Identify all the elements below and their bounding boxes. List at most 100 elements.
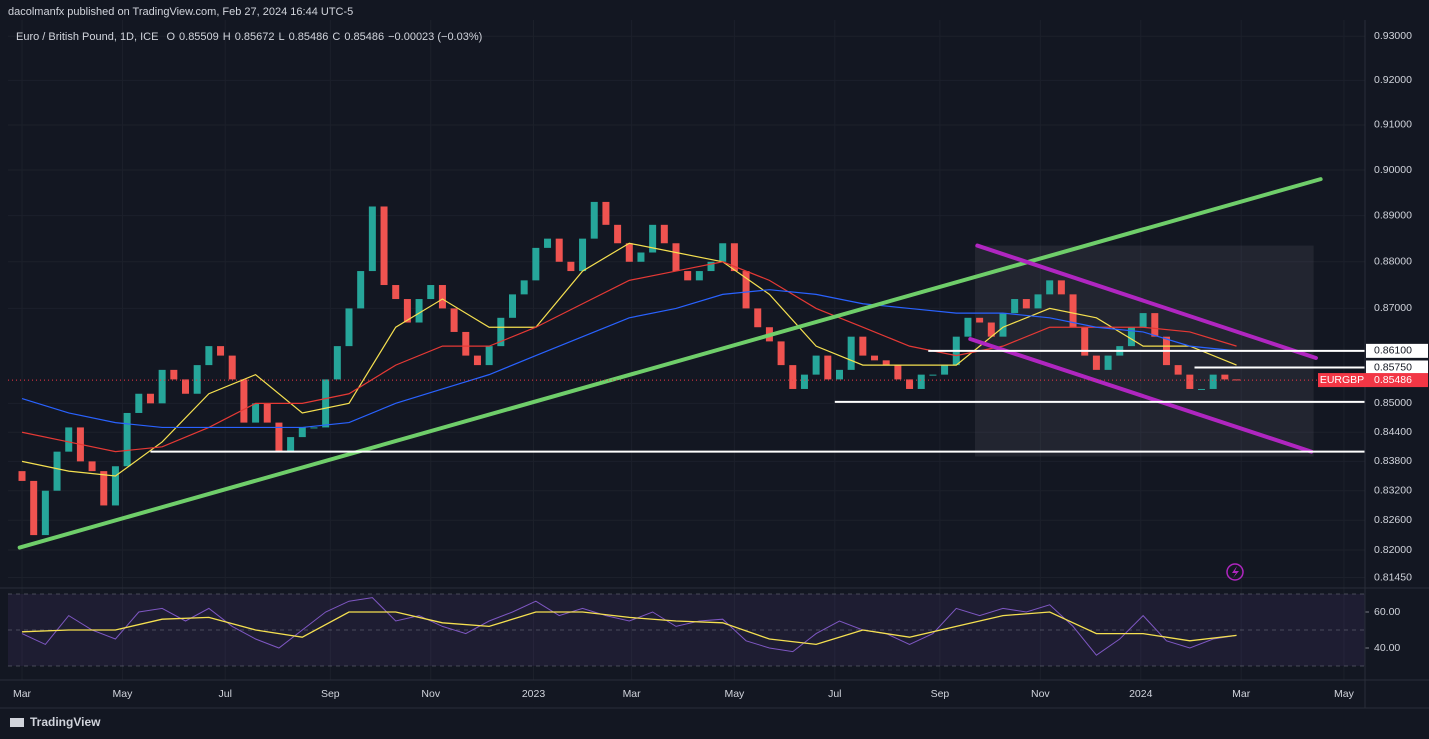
candle-body	[532, 247, 540, 281]
legend-text: H	[223, 31, 231, 43]
y-tick-label: 0.92000	[1374, 74, 1412, 86]
candle-body	[1151, 313, 1159, 337]
candle-body	[555, 238, 563, 262]
candle-body	[287, 437, 295, 452]
x-tick-label: May	[724, 688, 745, 700]
last-price-symbol-box	[1318, 373, 1366, 388]
legend-text: −0.00023 (−0.03%)	[388, 31, 482, 43]
candle-body	[508, 294, 516, 318]
candle-body	[695, 271, 703, 281]
candle-body	[298, 427, 306, 438]
candle-body	[602, 201, 610, 225]
y-tick-label: 0.93000	[1374, 30, 1412, 42]
candle-body	[894, 365, 902, 380]
candle-body	[859, 336, 867, 356]
candle-body	[941, 365, 949, 375]
legend-text: O	[166, 31, 175, 43]
candle-body	[252, 403, 260, 423]
candle-body	[800, 374, 808, 389]
candle-body	[228, 355, 236, 380]
candle-body	[217, 346, 225, 356]
candle-body	[193, 365, 201, 394]
candle-body	[742, 271, 750, 309]
candle-body	[333, 346, 341, 380]
candle-body	[100, 471, 108, 506]
moving-average	[21, 261, 1237, 453]
candle-body	[684, 271, 692, 281]
candle-body	[1209, 374, 1217, 389]
legend-text: 0.85509	[179, 31, 219, 43]
candle-body	[30, 480, 38, 536]
x-tick-label: Jul	[828, 688, 841, 700]
candle-body	[637, 252, 645, 262]
x-tick-label: May	[113, 688, 134, 700]
candle-body	[544, 238, 552, 248]
y-tick-label: 0.85000	[1374, 397, 1412, 409]
candle-body	[777, 341, 785, 366]
candle-body	[812, 355, 820, 375]
candle-body	[205, 346, 213, 366]
candle-body	[485, 346, 493, 366]
x-tick-label: 2024	[1129, 688, 1153, 700]
price-tag	[1366, 360, 1428, 375]
candle-body	[976, 317, 984, 323]
y-tick-label: 0.82000	[1374, 544, 1412, 556]
y-tick-label: 0.89000	[1374, 209, 1412, 221]
rsi-tick-label: 60.00	[1374, 606, 1400, 618]
moving-average	[21, 289, 1237, 429]
candle-body	[53, 451, 61, 491]
candle-body	[41, 490, 49, 536]
candle-body	[462, 331, 470, 356]
candle-body	[438, 285, 446, 309]
legend-text: Euro / British Pound, 1D, ICE	[16, 31, 158, 43]
candle-body	[835, 369, 843, 380]
candle-body	[1092, 355, 1100, 370]
candle-body	[824, 355, 832, 380]
x-tick-label: 2023	[522, 688, 546, 700]
x-tick-label: May	[1334, 688, 1355, 700]
candle-body	[882, 360, 890, 366]
candle-body	[999, 313, 1007, 337]
legend-text: 0.85486	[289, 31, 329, 43]
axis-layer: 0.93000 0.92000 0.91000 0.90000 0.89000 0.880…	[13, 30, 1428, 700]
candle-body	[275, 422, 283, 452]
candle-body	[1069, 294, 1077, 328]
candle-body	[871, 355, 879, 361]
candle-body	[847, 336, 855, 370]
candle-body	[754, 308, 762, 328]
x-tick-label: Sep	[321, 688, 340, 700]
trendline	[17, 177, 1323, 550]
alert-icon[interactable]	[1226, 563, 1244, 581]
candle-body	[18, 471, 26, 481]
candle-body	[614, 224, 622, 244]
candle-body	[520, 280, 528, 295]
candle-body	[579, 238, 587, 272]
x-tick-label: Sep	[931, 688, 950, 700]
candle-body	[135, 393, 143, 413]
y-tick-label: 0.81450	[1374, 571, 1412, 583]
y-tick-label: 0.90000	[1374, 164, 1412, 176]
candle-body	[719, 243, 727, 262]
candle-body	[906, 379, 914, 389]
candle-body	[427, 285, 435, 300]
candle-body	[403, 299, 411, 323]
candle-body	[625, 243, 633, 262]
x-tick-label: Mar	[1232, 688, 1251, 700]
candle-body	[450, 308, 458, 332]
candle-body	[368, 206, 376, 272]
candle-body	[380, 206, 388, 286]
y-tick-label: 0.83800	[1374, 455, 1412, 467]
price-tag-label: 0.86100	[1374, 345, 1412, 357]
candle-body	[240, 379, 248, 423]
candle-body	[660, 224, 668, 244]
candle-body	[392, 285, 400, 300]
candle-body	[987, 322, 995, 337]
logo	[10, 718, 24, 727]
candle-body	[1034, 294, 1042, 309]
candle-body	[1139, 313, 1147, 328]
price-tag	[1366, 343, 1428, 358]
y-tick-label: 0.84400	[1374, 426, 1412, 438]
candle-body	[672, 243, 680, 272]
